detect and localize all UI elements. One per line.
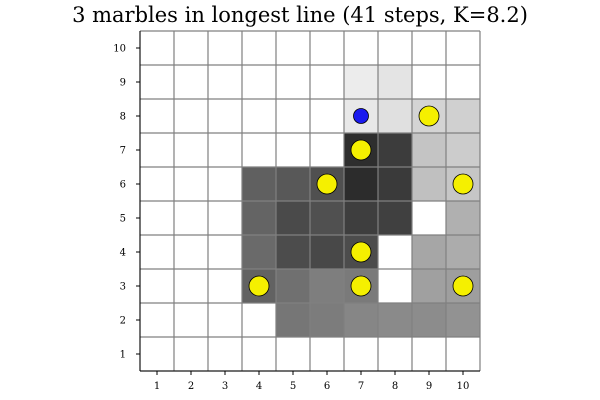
shaded-cell: [242, 201, 276, 235]
shaded-cell: [378, 65, 412, 99]
shaded-cell: [310, 303, 344, 337]
marble: [418, 105, 440, 127]
y-tick-label: 10: [113, 44, 126, 55]
y-tick-label: 5: [120, 214, 126, 225]
axes: 1 2 3 4 5 6 7 8 9 10 1 2 3 4 5 6 7 8 9 10: [113, 31, 480, 392]
shaded-cell: [276, 167, 310, 201]
shaded-cell: [344, 65, 378, 99]
shaded-cell: [310, 201, 344, 235]
shaded-cell: [412, 235, 446, 269]
x-tick-label: 8: [392, 381, 398, 392]
shaded-cell: [276, 303, 310, 337]
y-tick-label: 8: [120, 112, 126, 123]
marble: [452, 275, 474, 297]
x-tick-label: 3: [222, 381, 228, 392]
shaded-cell: [446, 133, 480, 167]
shaded-cell: [446, 235, 480, 269]
shaded-cell: [276, 235, 310, 269]
x-tick-label: 5: [290, 381, 296, 392]
marble: [350, 241, 372, 263]
shaded-cell: [344, 303, 378, 337]
shaded-cell: [276, 269, 310, 303]
shaded-cell: [446, 201, 480, 235]
marble: [452, 173, 474, 195]
piece-layer: [248, 105, 474, 297]
x-tick-label: 7: [358, 381, 364, 392]
shaded-cell: [242, 167, 276, 201]
player-marble: [353, 108, 369, 124]
shaded-cell: [242, 235, 276, 269]
x-tick-label: 2: [188, 381, 194, 392]
shaded-cell: [412, 167, 446, 201]
board-title: 3 marbles in longest line (41 steps, K=8…: [72, 3, 528, 27]
shaded-cell: [378, 133, 412, 167]
x-tick-label: 6: [324, 381, 330, 392]
x-tick-label: 10: [457, 381, 470, 392]
y-tick-label: 1: [120, 350, 126, 361]
y-tick-label: 6: [120, 180, 126, 191]
shaded-cell: [378, 167, 412, 201]
shaded-cell: [412, 303, 446, 337]
marble: [350, 275, 372, 297]
marble: [316, 173, 338, 195]
y-tick-label: 9: [120, 78, 126, 89]
shaded-cell: [412, 269, 446, 303]
x-tick-label: 4: [256, 381, 262, 392]
shaded-cell: [344, 167, 378, 201]
marble: [350, 139, 372, 161]
shaded-cell: [344, 201, 378, 235]
shaded-cell: [378, 303, 412, 337]
shaded-cell: [446, 303, 480, 337]
shaded-cell: [412, 133, 446, 167]
shaded-cell: [310, 235, 344, 269]
x-tick-label: 9: [426, 381, 432, 392]
shaded-cell: [276, 201, 310, 235]
x-tick-label: 1: [154, 381, 160, 392]
y-tick-label: 3: [120, 282, 126, 293]
shaded-cell: [310, 269, 344, 303]
y-tick-label: 4: [120, 248, 126, 259]
y-tick-label: 7: [120, 146, 126, 157]
marble: [248, 275, 270, 297]
y-tick-label: 2: [120, 316, 126, 327]
shaded-cell: [446, 99, 480, 133]
shaded-cell: [378, 99, 412, 133]
shaded-cell: [378, 201, 412, 235]
grid-lines: [139, 30, 481, 372]
